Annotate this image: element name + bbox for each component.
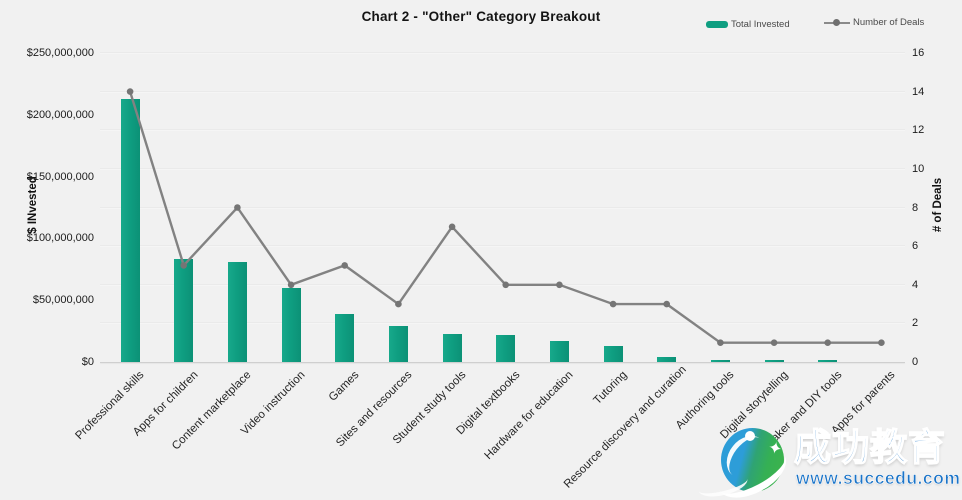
- gridline: [100, 322, 905, 325]
- deals-marker: [395, 300, 402, 308]
- deals-marker: [770, 339, 778, 347]
- bar-total-invested: [657, 357, 677, 362]
- bar-total-invested: [335, 313, 355, 362]
- bar-total-invested: [281, 287, 301, 362]
- x-category-label: Student study tools: [390, 369, 469, 447]
- bar-total-invested: [818, 360, 838, 362]
- deals-marker: [448, 223, 456, 231]
- bar-total-invested: [710, 360, 730, 362]
- deals-marker: [824, 339, 831, 347]
- y-tick-left: $150,000,000: [26, 170, 94, 183]
- deals-marker: [234, 204, 241, 211]
- deals-marker: [287, 281, 295, 289]
- deals-line: [128, 91, 882, 344]
- deals-marker: [663, 300, 670, 308]
- legend-swatch-bar-icon: [706, 20, 728, 28]
- y-tick-left: $250,000,000: [26, 47, 94, 59]
- y-tick-right: 14: [912, 85, 925, 98]
- y-tick-right: 8: [912, 201, 919, 214]
- deals-marker: [717, 339, 724, 347]
- x-category-label: Resource discovery and curation: [561, 363, 689, 491]
- watermark: ✦ 成功教育 www.succedu.com: [690, 415, 962, 500]
- bar-total-invested: [388, 326, 408, 362]
- bar-total-invested: [764, 360, 784, 362]
- gridline: [100, 90, 905, 93]
- deals-marker: [878, 339, 885, 347]
- legend-label-total-invested: Total Invested: [731, 18, 790, 30]
- deals-line-layer: [126, 88, 885, 347]
- y-tick-right: 12: [912, 124, 925, 137]
- bar-total-invested: [442, 333, 462, 362]
- y-tick-left: $50,000,000: [32, 294, 94, 307]
- x-category-label: Video instruction: [239, 369, 308, 438]
- x-category-label: Games: [326, 369, 362, 404]
- x-category-label: Apps for children: [130, 369, 201, 439]
- x-category-label: Hardware for education: [482, 369, 576, 463]
- legend-item-number-of-deals: Number of Deals: [824, 15, 924, 29]
- plot-area: [100, 52, 905, 363]
- deals-marker: [341, 262, 348, 269]
- deals-marker: [556, 281, 563, 289]
- y-tick-left: $0: [81, 356, 94, 368]
- y-tick-right: 16: [912, 47, 925, 59]
- gridline: [100, 129, 905, 132]
- x-category-label: Sites and resources: [334, 369, 415, 450]
- y-tick-left: $100,000,000: [26, 232, 94, 245]
- bar-total-invested: [549, 341, 569, 362]
- deals-marker: [502, 281, 510, 289]
- gridline: [100, 52, 905, 54]
- succedu-logo-icon: ✦: [709, 428, 795, 500]
- deals-marker: [126, 88, 134, 95]
- legend-swatch-line-icon: [824, 18, 850, 27]
- y-tick-right: 10: [912, 162, 925, 175]
- y-axis-title-left: $ INvested: [27, 176, 39, 234]
- watermark-brand-text: 成功教育: [793, 427, 946, 468]
- y-tick-right: 0: [912, 356, 919, 368]
- legend-item-total-invested: Total Invested: [706, 17, 790, 31]
- x-category-label: Professional skills: [73, 369, 147, 443]
- y-tick-left: $200,000,000: [26, 108, 94, 121]
- watermark-site-text: www.succedu.com: [796, 468, 961, 489]
- deals-marker: [609, 300, 617, 308]
- deals-marker: [180, 262, 187, 269]
- chart-title: Chart 2 - "Other" Category Breakout: [361, 9, 601, 24]
- bar-total-invested: [227, 261, 247, 362]
- y-tick-right: 2: [912, 317, 919, 330]
- gridline: [100, 206, 905, 209]
- x-axis-line: [100, 362, 905, 363]
- y-tick-right: 4: [912, 278, 919, 291]
- bar-total-invested: [496, 334, 516, 362]
- legend-label-number-of-deals: Number of Deals: [853, 16, 925, 28]
- gridline: [100, 245, 905, 248]
- y-tick-right: 6: [912, 240, 919, 253]
- x-category-label: Content marketplace: [170, 369, 254, 453]
- x-category-label: Tutoring: [591, 369, 630, 408]
- bar-total-invested: [603, 345, 623, 362]
- logo-figure-head-icon: [745, 431, 755, 441]
- gridline: [100, 167, 905, 170]
- bar-total-invested: [120, 98, 140, 362]
- x-category-label: Digital textbooks: [454, 369, 523, 438]
- legend: Total Invested Number of Deals: [0, 0, 962, 34]
- bar-total-invested: [174, 259, 194, 362]
